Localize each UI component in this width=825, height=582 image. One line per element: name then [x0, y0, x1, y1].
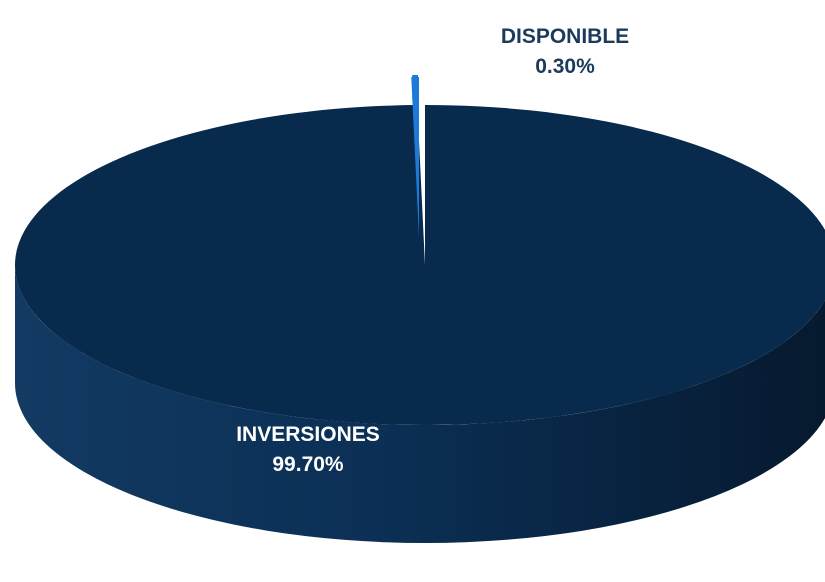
disponible-slice [411, 77, 419, 237]
disponible-slice-edge [412, 75, 418, 100]
disponible-value: 0.30% [535, 55, 595, 78]
inversiones-label: INVERSIONES 99.70% [208, 420, 408, 480]
inversiones-slice-side [15, 265, 825, 543]
inversiones-slice [14, 105, 825, 425]
inversiones-category: INVERSIONES [236, 423, 380, 446]
disponible-label: DISPONIBLE 0.30% [490, 22, 640, 82]
disponible-category: DISPONIBLE [500, 25, 630, 48]
inversiones-value: 99.70% [272, 453, 344, 476]
